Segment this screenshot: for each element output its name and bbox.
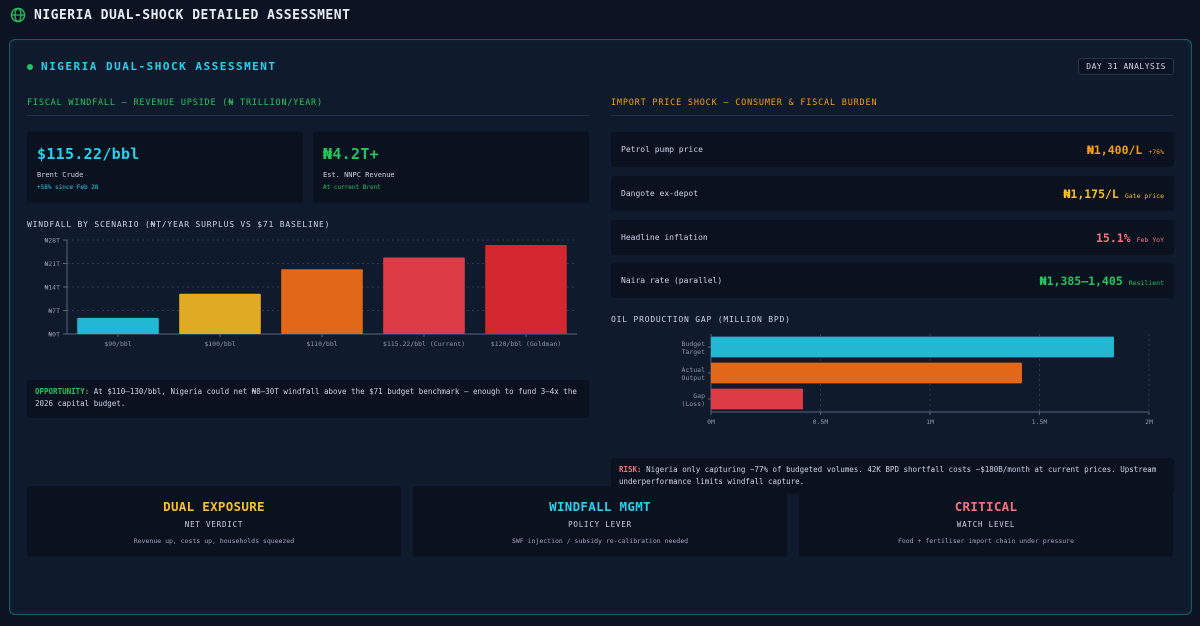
risk-lead: RISK: [619, 465, 642, 474]
inflation-row: Headline inflation 15.1% Feb YoY [611, 220, 1174, 255]
row-note: Feb YoY [1136, 235, 1164, 244]
row-note: Gate price [1124, 191, 1164, 200]
verdict-sub: NET VERDICT [184, 520, 244, 529]
bar [281, 269, 363, 334]
globe-icon [10, 7, 26, 23]
bar [77, 317, 159, 334]
row-value: 15.1% [1095, 230, 1131, 245]
verdict-card-net: DUAL EXPOSURE NET VERDICT Revenue up, co… [27, 486, 401, 557]
x-tick-label: $115.22/bbl (Current) [383, 340, 465, 348]
verdict-title: CRITICAL [954, 499, 1018, 514]
panel-header: NIGERIA DUAL-SHOCK ASSESSMENT [27, 60, 277, 73]
y-tick-label: ₦7T [48, 307, 60, 315]
fiscal-windfall-heading: FISCAL WINDFALL — REVENUE UPSIDE (₦ TRIL… [27, 98, 589, 116]
window-title: NIGERIA DUAL-SHOCK DETAILED ASSESSMENT [34, 7, 351, 23]
x-tick-label: 0.5M [813, 418, 829, 426]
y-tick-label: ₦28T [44, 237, 60, 245]
opportunity-note: OPPORTUNITY: At $110–130/bbl, Nigeria co… [27, 380, 589, 418]
brent-value: $115.22/bbl [37, 145, 140, 163]
x-tick-label: $90/bbl [104, 340, 131, 348]
verdict-title: DUAL EXPOSURE [163, 499, 265, 514]
y-tick-label: (Loss) [682, 400, 705, 408]
brent-crude-card: $115.22/bbl Brent Crude +58% since Feb 2… [27, 131, 303, 203]
y-tick-label: Gap [693, 392, 705, 400]
row-label: Petrol pump price [621, 145, 703, 154]
verdict-sub: WATCH LEVEL [956, 520, 1016, 529]
opportunity-text: At $110–130/bbl, Nigeria could net ₦8–30… [35, 387, 577, 408]
x-tick-label: 2M [1145, 418, 1153, 426]
x-tick-label: 0M [707, 418, 715, 426]
y-tick-label: Budget [682, 340, 706, 348]
x-tick-label: $110/bbl [306, 340, 337, 348]
row-value: ₦1,400/L [1086, 142, 1143, 157]
petrol-price-row: Petrol pump price ₦1,400/L +76% [611, 132, 1174, 167]
nnpc-sub: At current Brent [323, 184, 381, 191]
bar [711, 388, 803, 410]
y-tick-label: Target [682, 348, 706, 356]
x-tick-label: 1M [926, 418, 934, 426]
x-tick-label: 1.5M [1032, 418, 1048, 426]
window-titlebar: NIGERIA DUAL-SHOCK DETAILED ASSESSMENT [0, 0, 1200, 30]
status-dot [27, 63, 33, 70]
nnpc-label: Est. NNPC Revenue [323, 171, 395, 179]
row-label: Dangote ex-depot [621, 189, 699, 198]
nnpc-value: ₦4.2T+ [323, 145, 379, 163]
y-tick-label: ₦14T [44, 284, 60, 292]
dangote-price-row: Dangote ex-depot ₦1,175/L Gate price [611, 176, 1174, 211]
brent-label: Brent Crude [37, 171, 84, 179]
naira-rate-row: Naira rate (parallel) ₦1,385–1,405 Resili… [611, 263, 1174, 298]
verdict-sub: POLICY LEVER [568, 520, 632, 529]
y-tick-label: Output [682, 374, 706, 382]
x-tick-label: $120/bbl (Goldman) [491, 340, 561, 348]
panel-title: NIGERIA DUAL-SHOCK ASSESSMENT [41, 60, 277, 73]
verdict-desc: SWF injection / subsidy re-calibration n… [511, 537, 689, 545]
opportunity-lead: OPPORTUNITY: [35, 387, 90, 396]
day-analysis-badge[interactable]: DAY 31 ANALYSIS [1078, 58, 1174, 75]
verdict-card-policy: WINDFALL MGMT POLICY LEVER SWF injection… [413, 486, 787, 557]
bar [485, 245, 567, 334]
y-tick-label: Actual [682, 366, 706, 374]
row-label: Headline inflation [621, 233, 708, 242]
verdict-card-watch: CRITICAL WATCH LEVEL Food + fertiliser i… [799, 486, 1173, 557]
row-note: Resilient [1128, 278, 1164, 287]
bar [711, 362, 1022, 384]
windfall-chart-title: WINDFALL BY SCENARIO (₦T/YEAR SURPLUS VS… [27, 220, 331, 229]
verdict-desc: Food + fertiliser import chain under pre… [897, 537, 1075, 545]
row-note: +76% [1148, 147, 1164, 156]
x-tick-label: $100/bbl [204, 340, 235, 348]
windfall-bar-chart: ₦0T ₦7T ₦14T ₦21T ₦28T $90/bbl $100/bbl $110/bb… [44, 237, 577, 348]
verdict-desc: Revenue up, costs up, households squeeze… [133, 537, 295, 545]
row-value: ₦1,385–1,405 [1039, 273, 1123, 288]
brent-sub: +58% since Feb 28 [37, 184, 99, 191]
bar [383, 257, 465, 334]
bar [711, 336, 1114, 358]
import-shock-heading: IMPORT PRICE SHOCK — CONSUMER & FISCAL B… [611, 98, 1174, 116]
row-value: ₦1,175/L [1063, 186, 1119, 201]
production-chart-title: OIL PRODUCTION GAP (MILLION BPD) [611, 315, 791, 324]
verdict-title: WINDFALL MGMT [549, 499, 651, 514]
y-tick-label: ₦0T [48, 331, 60, 339]
risk-text: Nigeria only capturing ~77% of budgeted … [619, 465, 1157, 486]
row-label: Naira rate (parallel) [621, 276, 723, 285]
nnpc-revenue-card: ₦4.2T+ Est. NNPC Revenue At current Bren… [313, 131, 589, 203]
bar [179, 293, 261, 334]
y-tick-label: ₦21T [44, 260, 60, 268]
